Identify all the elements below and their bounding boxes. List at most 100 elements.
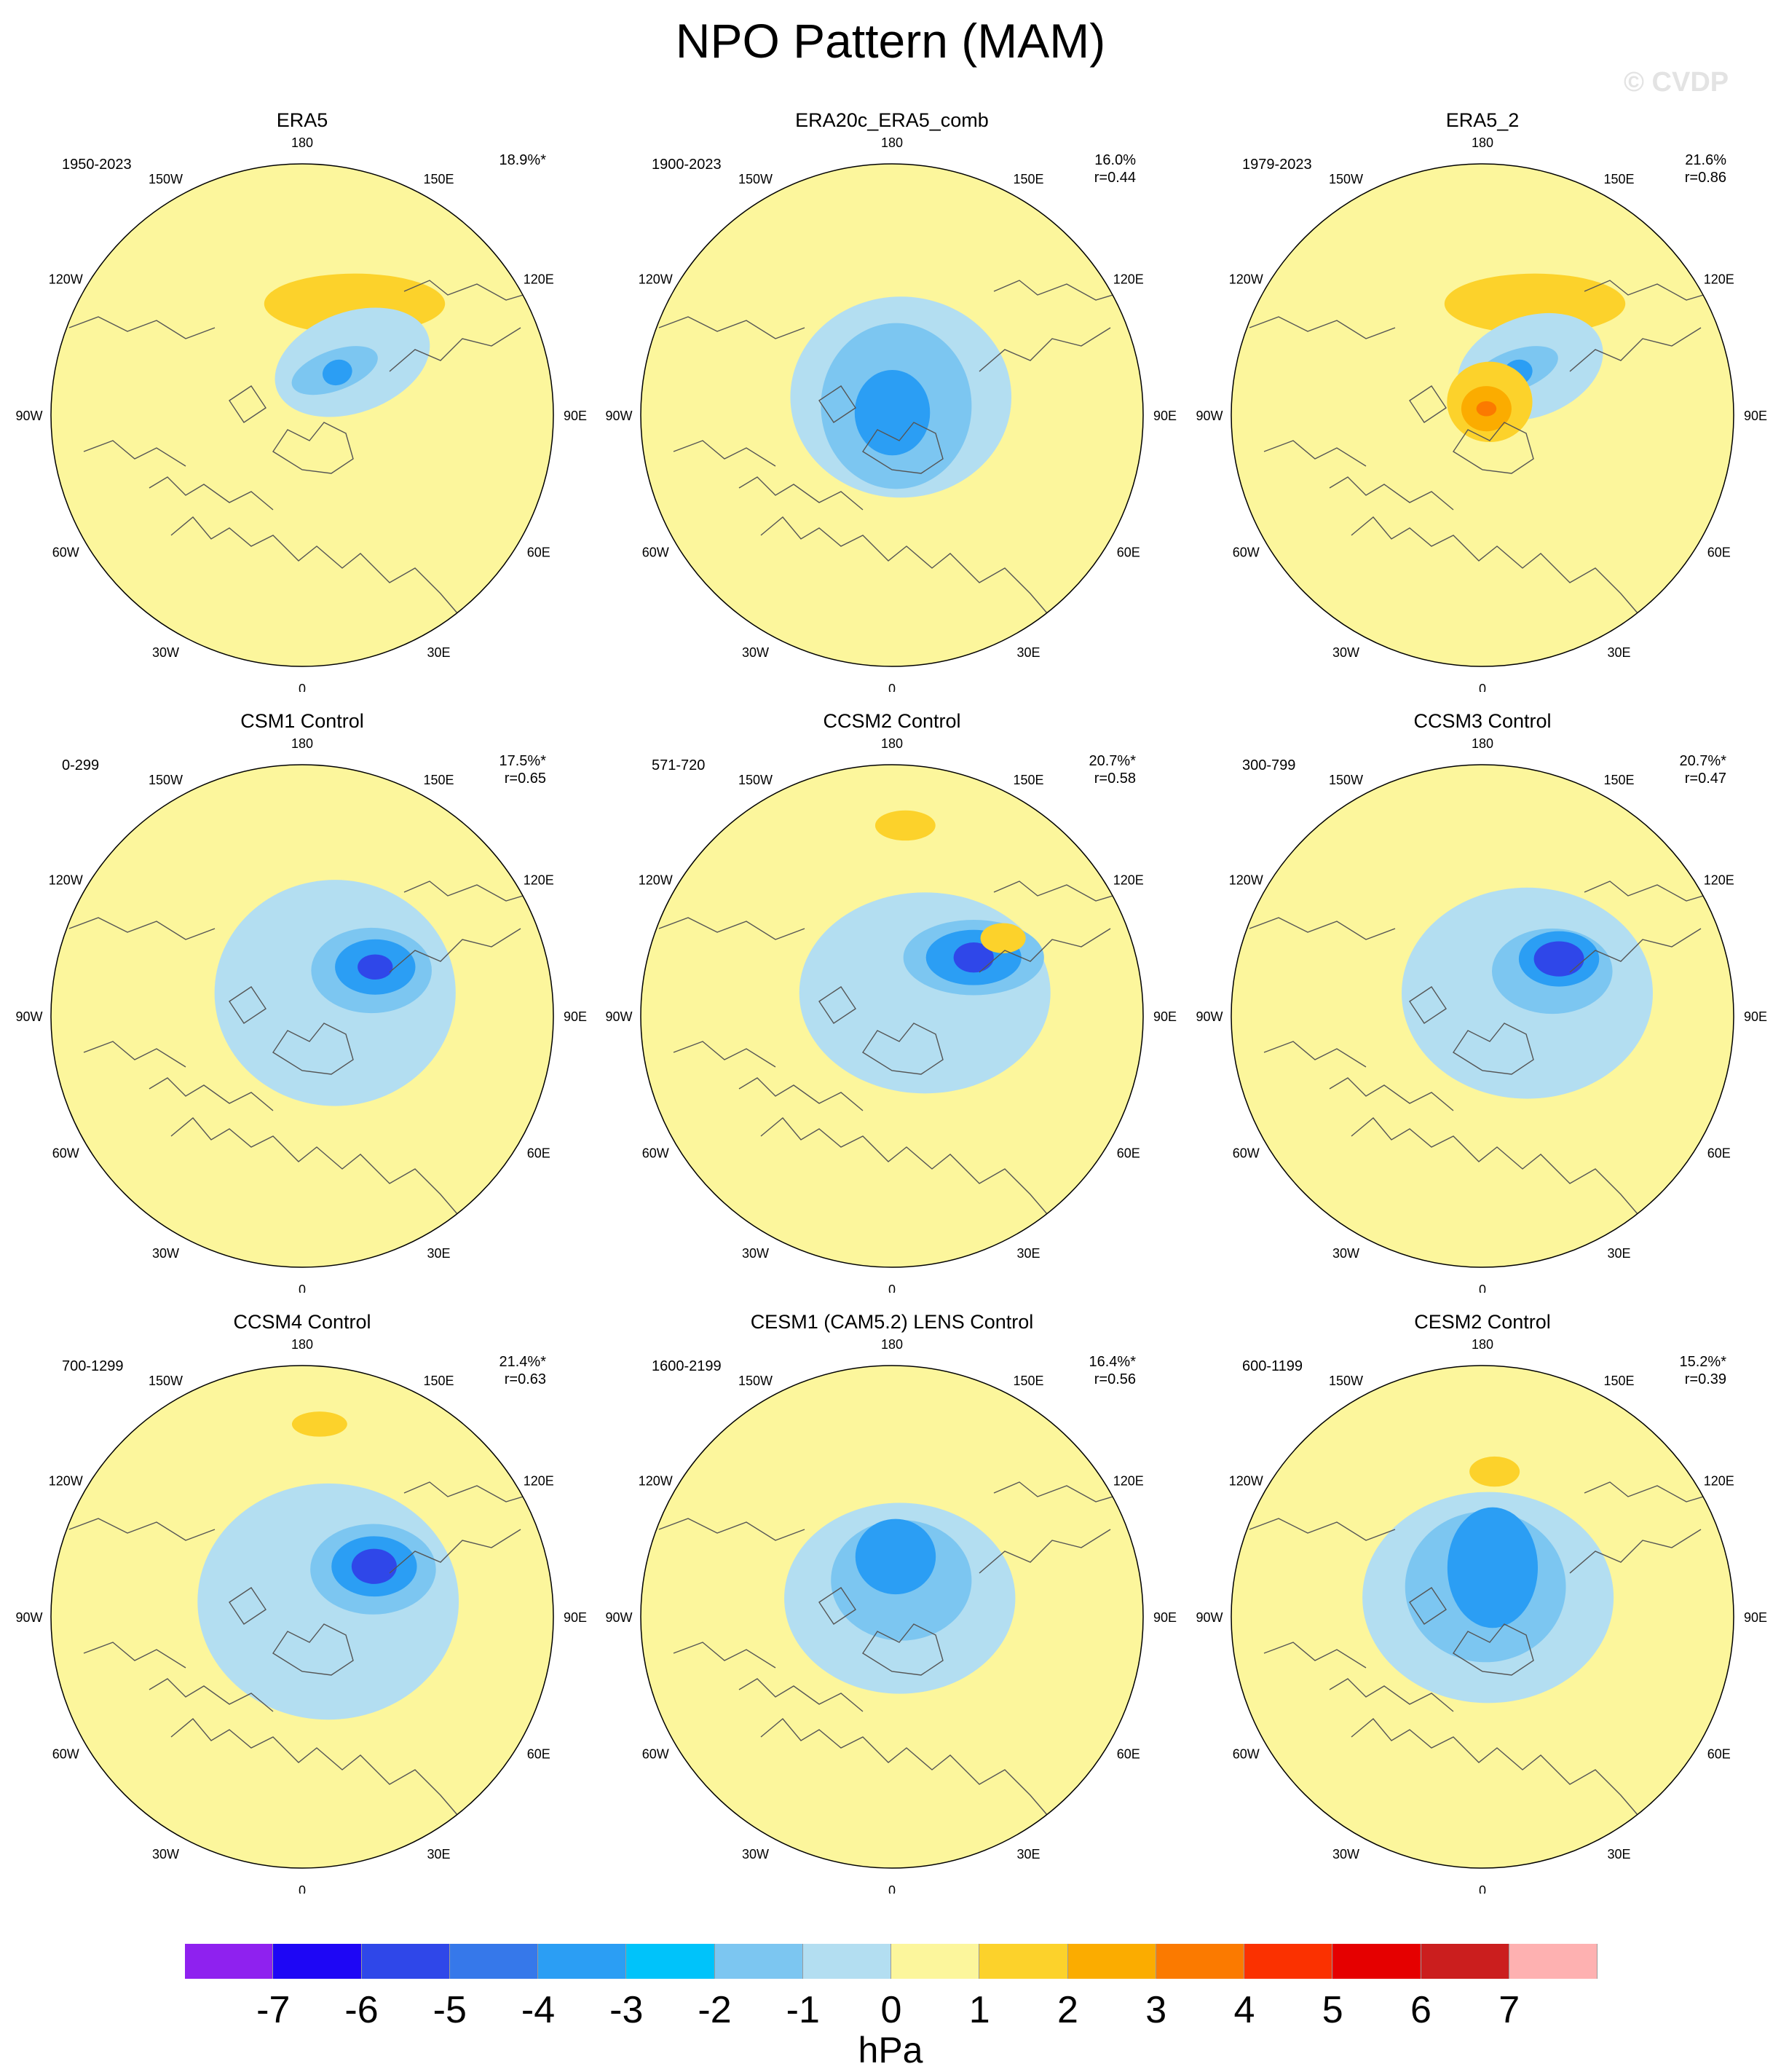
figure-title: NPO Pattern (MAM) <box>675 14 1106 68</box>
coastline <box>1351 1117 1643 1221</box>
longitude-label: 180 <box>881 1337 903 1352</box>
map-panel: 180 150E 120E 90E 60E 30E 0 30W 60W 90W 120W 150W CE… <box>1191 1311 1774 1894</box>
coastline <box>1351 516 1643 620</box>
coastline <box>272 422 354 474</box>
colorbar-tick-label: -7 <box>256 1989 291 2031</box>
longitude-label: 90W <box>605 409 632 423</box>
coastline <box>1409 986 1447 1024</box>
coastline <box>229 385 266 423</box>
longitude-label: 60E <box>1707 1146 1731 1161</box>
longitude-label: 30E <box>427 1847 450 1862</box>
longitude-label: 90W <box>15 409 42 423</box>
coastline <box>170 1117 463 1221</box>
coastline <box>389 327 521 372</box>
panel-title: CESM1 (CAM5.2) LENS Control <box>750 1311 1034 1333</box>
coastline <box>1584 1481 1716 1502</box>
longitude-label: 60W <box>1233 545 1260 560</box>
longitude-label: 90E <box>1153 1009 1177 1024</box>
map-boundary <box>50 1365 554 1869</box>
longitude-label: 150E <box>423 172 454 186</box>
coastline <box>1249 316 1396 339</box>
coastline <box>1453 1023 1534 1075</box>
longitude-label: 120E <box>1113 873 1144 888</box>
contour-region <box>197 1483 459 1720</box>
longitude-label: 60W <box>642 1747 669 1762</box>
coastline <box>862 1023 944 1075</box>
coastline <box>993 280 1126 301</box>
longitude-label: 120W <box>1229 272 1263 287</box>
longitude-label: 150W <box>149 172 183 186</box>
coastline <box>738 476 864 511</box>
longitude-label: 60W <box>52 1146 79 1161</box>
polar-map: 180 150E 120E 90E 60E 30E 0 30W 60W 90W 120W 150W <box>605 736 1177 1293</box>
coastline <box>68 1518 216 1541</box>
coastline <box>68 917 216 940</box>
coastline <box>1263 1642 1367 1669</box>
longitude-label: 0 <box>1479 1883 1486 1894</box>
longitude-label: 90E <box>564 409 587 423</box>
longitude-label: 0 <box>1479 1283 1486 1293</box>
longitude-label: 30W <box>152 1847 179 1862</box>
contour-region <box>1476 401 1497 417</box>
panel-title: CCSM3 Control <box>1413 710 1552 732</box>
colorbar-box <box>979 1944 1068 1979</box>
colorbar-box <box>626 1944 715 1979</box>
coastline <box>170 516 463 620</box>
coastline <box>760 1117 1053 1221</box>
longitude-label: 150W <box>738 1374 773 1388</box>
coastline <box>1329 1077 1454 1111</box>
coastline <box>229 986 266 1024</box>
map-panel: 180 150E 120E 90E 60E 30E 0 30W 60W 90W 120W 150W CC… <box>11 1311 593 1894</box>
explained-variance: 21.6% <box>1685 152 1726 168</box>
panel-title: CESM2 Control <box>1414 1311 1551 1333</box>
longitude-label: 90W <box>605 1009 632 1024</box>
colorbar-tick-label: -6 <box>344 1989 379 2031</box>
contour-region <box>874 810 936 841</box>
polar-map: 180 150E 120E 90E 60E 30E 0 30W 60W 90W 120W 150W <box>1196 736 1767 1293</box>
colorbar <box>185 1944 1598 1979</box>
longitude-label: 30E <box>1607 1246 1630 1261</box>
longitude-label: 120W <box>639 1474 673 1489</box>
longitude-label: 60W <box>1233 1146 1260 1161</box>
polar-map: 180 150E 120E 90E 60E 30E 0 30W 60W 90W 120W 150W <box>1196 1337 1767 1894</box>
contour-region <box>980 923 1026 953</box>
longitude-label: 90E <box>1153 1610 1177 1625</box>
longitude-label: 30E <box>1016 1847 1040 1862</box>
colorbar-box <box>1067 1944 1156 1979</box>
longitude-label: 180 <box>881 135 903 150</box>
colorbar-box <box>802 1944 891 1979</box>
longitude-label: 180 <box>1472 736 1493 751</box>
panel-years: 0-299 <box>62 757 100 773</box>
coastline <box>149 476 274 511</box>
longitude-label: 180 <box>291 135 313 150</box>
longitude-label: 150W <box>1329 773 1363 787</box>
colorbar-box <box>361 1944 450 1979</box>
panel-years: 1900-2023 <box>652 157 722 173</box>
coastline <box>1249 1518 1396 1541</box>
coastline <box>1584 881 1716 902</box>
longitude-label: 120E <box>1704 1474 1734 1489</box>
longitude-label: 60W <box>1233 1747 1260 1762</box>
panel-years: 571-720 <box>652 757 706 773</box>
longitude-label: 150E <box>1013 773 1043 787</box>
longitude-label: 150W <box>738 172 773 186</box>
longitude-label: 30E <box>1016 1246 1040 1261</box>
longitude-label: 0 <box>299 682 306 692</box>
longitude-label: 90W <box>1196 1610 1223 1625</box>
colorbar-tick-label: 0 <box>880 1989 902 2031</box>
coastline <box>149 1678 274 1712</box>
longitude-label: 30E <box>1016 645 1040 660</box>
coastline <box>673 440 776 467</box>
contour-region <box>1469 1456 1520 1487</box>
explained-variance: 16.0% <box>1094 152 1136 168</box>
longitude-label: 30W <box>1332 1847 1359 1862</box>
longitude-label: 150E <box>423 1374 454 1388</box>
coastline <box>389 928 521 973</box>
map-boundary <box>640 764 1144 1268</box>
coastline <box>979 1529 1111 1574</box>
longitude-label: 120W <box>639 873 673 888</box>
longitude-label: 30W <box>742 1847 769 1862</box>
coastline <box>658 1518 805 1541</box>
panel-years: 600-1199 <box>1242 1358 1303 1374</box>
longitude-label: 150E <box>423 773 454 787</box>
